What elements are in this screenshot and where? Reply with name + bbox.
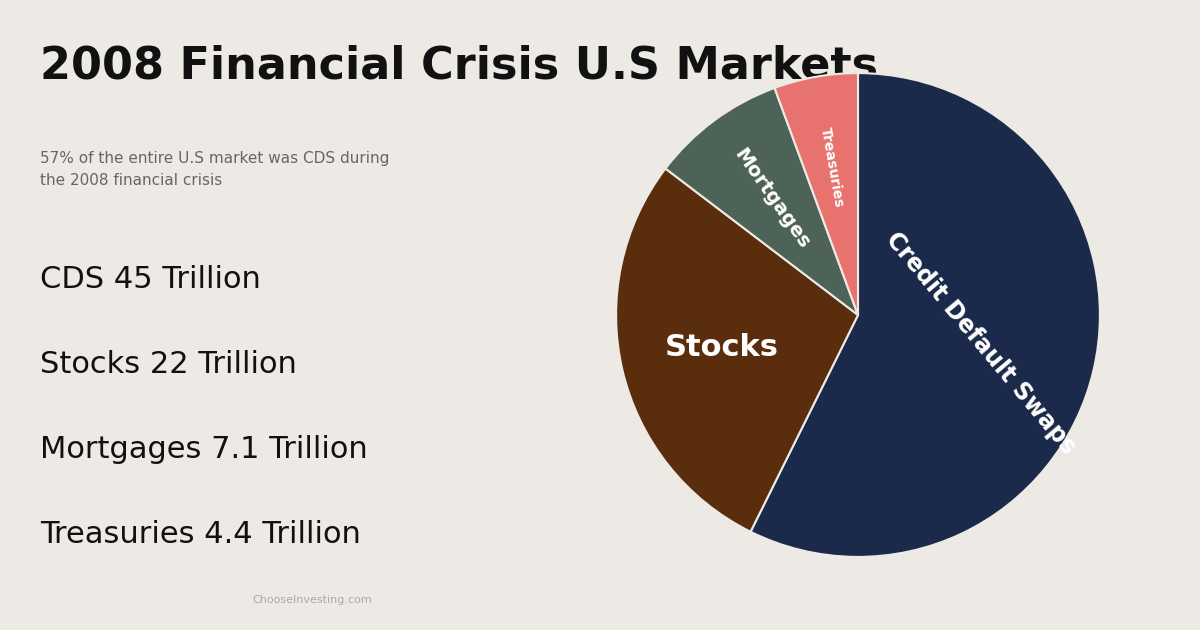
Text: Stocks: Stocks <box>665 333 779 362</box>
Text: 57% of the entire U.S market was CDS during
the 2008 financial crisis: 57% of the entire U.S market was CDS dur… <box>41 151 390 188</box>
Text: Stocks 22 Trillion: Stocks 22 Trillion <box>41 350 298 379</box>
Text: Treasuries 4.4 Trillion: Treasuries 4.4 Trillion <box>41 520 361 549</box>
Text: Treasuries: Treasuries <box>817 126 846 209</box>
Text: ChooseInvesting.com: ChooseInvesting.com <box>252 595 372 605</box>
Text: Mortgages: Mortgages <box>731 145 814 252</box>
Wedge shape <box>774 73 858 315</box>
Text: CDS 45 Trillion: CDS 45 Trillion <box>41 265 262 294</box>
Text: Credit Default Swaps: Credit Default Swaps <box>881 228 1080 459</box>
Text: 2008 Financial Crisis U.S Markets: 2008 Financial Crisis U.S Markets <box>41 44 878 87</box>
Wedge shape <box>616 169 858 532</box>
Wedge shape <box>666 88 858 315</box>
Text: Mortgages 7.1 Trillion: Mortgages 7.1 Trillion <box>41 435 368 464</box>
Wedge shape <box>750 73 1100 557</box>
